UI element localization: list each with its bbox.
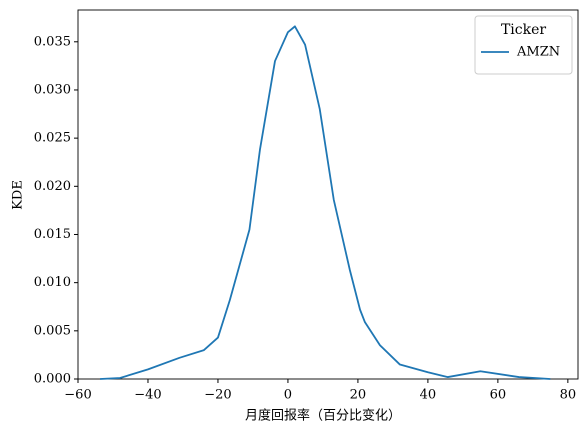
- x-tick-label: 0: [284, 388, 292, 403]
- y-tick-label: 0.035: [34, 34, 71, 49]
- x-tick-label: −60: [64, 388, 91, 403]
- y-tick-label: 0.025: [34, 131, 71, 146]
- x-tick-label: 60: [490, 388, 507, 403]
- y-tick-label: 0.020: [34, 179, 71, 194]
- y-tick-label: 0.010: [34, 275, 71, 290]
- legend-label: AMZN: [516, 45, 560, 60]
- y-tick-label: 0.005: [34, 323, 71, 338]
- x-tick-label: 80: [560, 388, 577, 403]
- x-tick-label: −20: [204, 388, 231, 403]
- kde-line: [99, 25, 551, 380]
- legend-title: Ticker: [501, 22, 546, 38]
- y-tick-label: 0.000: [34, 372, 71, 387]
- legend-box: [474, 15, 573, 75]
- y-axis-label: KDE: [11, 180, 26, 210]
- x-axis-label: 月度回报率（百分比变化）: [245, 408, 401, 424]
- plot-frame: [77, 9, 579, 380]
- y-tick-label: 0.030: [34, 82, 71, 97]
- y-tick-label: 0.015: [34, 227, 71, 242]
- x-tick-label: −40: [134, 388, 161, 403]
- x-tick-label: 40: [420, 388, 437, 403]
- x-tick-label: 20: [350, 388, 367, 403]
